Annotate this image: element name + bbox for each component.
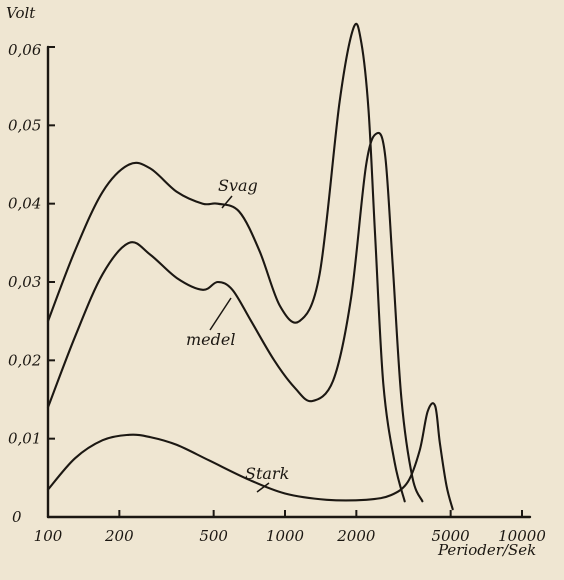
- y-tick-label: 0,03: [8, 273, 41, 291]
- series-label-svag: Svag: [218, 176, 258, 195]
- x-tick-label: 100: [34, 527, 63, 545]
- y-ticks: 0 0,01 0,02 0,03 0,04 0,05 0,06: [8, 41, 55, 526]
- x-tick-label: 500: [199, 527, 228, 545]
- series-layer: [46, 22, 454, 511]
- series-label-medel: medel: [186, 330, 235, 349]
- y-tick-label: 0,05: [8, 116, 41, 134]
- series-line-medel: [46, 131, 424, 503]
- series-label-leader: [256, 482, 270, 493]
- x-tick-label: 5000: [432, 527, 471, 545]
- y-tick-label: 0,06: [8, 41, 42, 59]
- series-line-stark: [46, 402, 454, 511]
- series-labels: Svag medel Stark: [186, 176, 289, 493]
- y-axis-label: Volt: [6, 4, 36, 22]
- x-ticks: 100 200 500 1000 2000 5000 10000: [34, 510, 546, 545]
- y-tick-label: 0: [12, 508, 22, 526]
- series-label-leader: [209, 297, 232, 331]
- series-label-leader: [221, 195, 233, 209]
- axes: [46, 45, 532, 519]
- y-tick-label: 0,01: [8, 430, 41, 448]
- y-tick-label: 0,02: [8, 351, 41, 369]
- series-line-svag: [46, 22, 406, 503]
- series-label-stark: Stark: [245, 464, 289, 483]
- x-tick-label: 1000: [266, 527, 305, 545]
- x-tick-label: 10000: [498, 527, 546, 545]
- y-tick-label: 0,04: [8, 195, 41, 213]
- x-tick-label: 2000: [336, 527, 376, 545]
- x-tick-label: 200: [104, 527, 134, 545]
- x-axis-label: Perioder/Sek: [437, 541, 536, 559]
